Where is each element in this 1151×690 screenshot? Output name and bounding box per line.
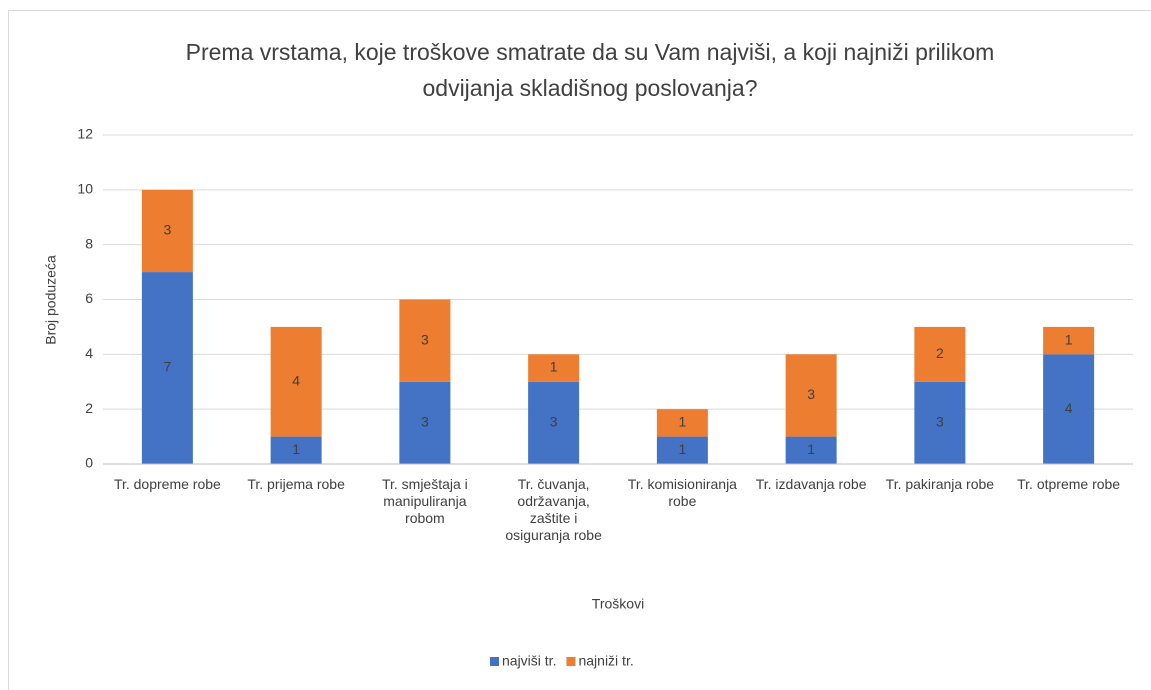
x-tick-label: Tr. smještaja i manipuliranja robom (381, 476, 468, 526)
y-tick-label: 8 (85, 235, 93, 251)
bar-segment (270, 326, 322, 437)
data-label: 3 (421, 331, 429, 347)
x-tick-box: Tr. čuvanja, održavanja, zaštite i osigu… (505, 476, 602, 543)
data-label: 1 (678, 414, 686, 430)
bar-segment (785, 436, 837, 464)
x-tick-label: Tr. komisioniranja robe (627, 476, 737, 509)
legend-label: najviši tr. (502, 653, 556, 669)
y-tick-label: 2 (85, 400, 93, 416)
data-label: 1 (1065, 331, 1073, 347)
data-label: 7 (163, 359, 171, 375)
data-label: 2 (936, 345, 944, 361)
x-tick-label: Tr. dopreme robe (113, 476, 221, 492)
bar-segment (914, 381, 966, 464)
x-tick-label: Tr. prijema robe (247, 476, 345, 492)
bar-segment (1043, 354, 1095, 464)
data-label: 1 (550, 359, 558, 375)
data-label: 4 (292, 372, 300, 388)
y-axis-title: Broj poduzeća (43, 255, 59, 345)
x-tick-label: Tr. čuvanja, održavanja, zaštite i osigu… (505, 476, 602, 543)
y-tick-label: 0 (85, 455, 93, 471)
data-label: 3 (936, 414, 944, 430)
bar-segment (141, 272, 193, 464)
x-tick-label: Tr. izdavanja robe (755, 476, 867, 492)
bar-segment (528, 381, 580, 464)
x-tick-box: Tr. smještaja i manipuliranja robom (381, 476, 468, 526)
x-axis-title: Troškovi (592, 596, 644, 612)
bar-segment (399, 299, 451, 382)
bar-segment (656, 436, 708, 464)
bar-segment (656, 409, 708, 437)
x-tick-box: Tr. komisioniranja robe (627, 476, 737, 509)
data-label: 3 (550, 414, 558, 430)
chart-border (8, 10, 1151, 690)
legend-label: najniži tr. (578, 653, 633, 669)
data-label: 1 (807, 441, 815, 457)
y-tick-label: 12 (77, 126, 93, 142)
bar-segment (141, 189, 193, 273)
legend-swatch (490, 657, 499, 666)
bar-segment (270, 436, 322, 464)
y-tick-label: 10 (77, 181, 93, 197)
legend-swatch (566, 657, 576, 666)
y-tick-label: 6 (85, 290, 93, 306)
y-tick-label: 4 (85, 345, 93, 361)
data-label: 1 (292, 441, 300, 457)
bar-segment (785, 354, 837, 437)
data-label: 4 (1065, 400, 1073, 416)
x-tick-label: Tr. otpreme robe (1017, 476, 1121, 492)
data-label: 3 (807, 386, 815, 402)
bar-segment (528, 354, 580, 382)
bar-segment (399, 381, 451, 464)
data-label: 3 (163, 222, 171, 238)
bar-segment (1043, 326, 1095, 355)
chart-title: Prema vrstama, koje troškove smatrate da… (185, 39, 995, 101)
x-tick-box: Tr. pakiranja robe (885, 476, 995, 492)
data-label: 3 (421, 414, 429, 430)
bar-segment (914, 326, 966, 382)
x-tick-box: Tr. dopreme robe (113, 476, 221, 492)
x-tick-box: Tr. otpreme robe (1017, 476, 1121, 492)
title-box: Prema vrstama, koje troškove smatrate da… (185, 39, 995, 101)
x-tick-box: Tr. prijema robe (247, 476, 345, 492)
data-label: 1 (678, 441, 686, 457)
x-tick-label: Tr. pakiranja robe (885, 476, 995, 492)
x-tick-box: Tr. izdavanja robe (755, 476, 867, 492)
